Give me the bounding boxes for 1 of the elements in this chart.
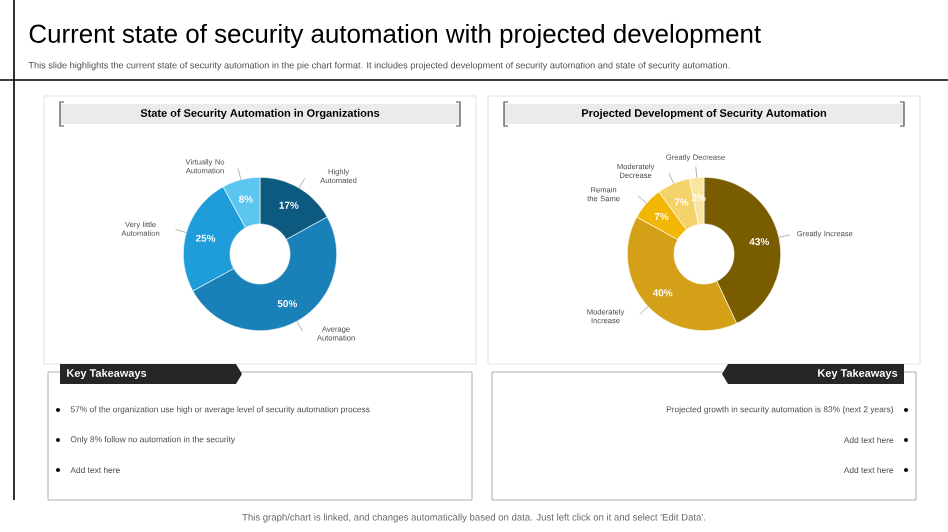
text: Current state of security automation with projected development (29, 23, 761, 49)
